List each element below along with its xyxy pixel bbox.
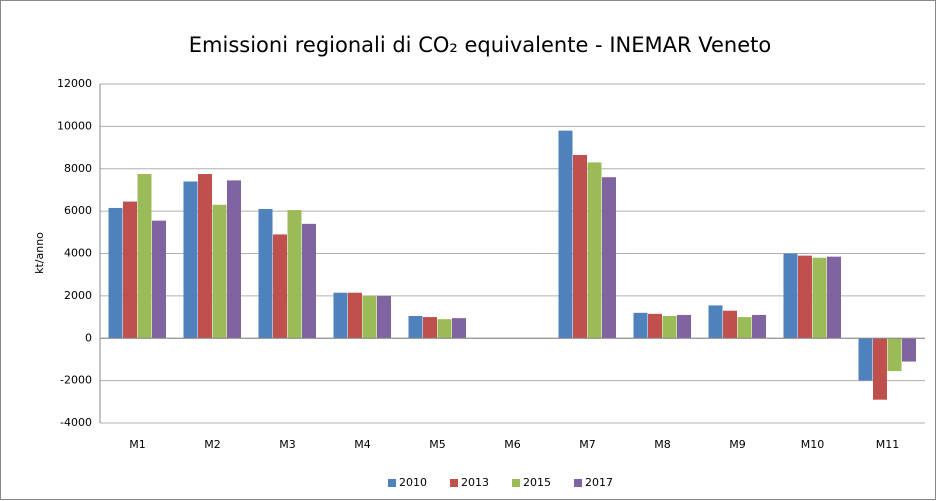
y-axis-label: kt/anno <box>33 232 46 274</box>
bar <box>662 316 677 339</box>
y-tick-label: 8000 <box>64 162 92 175</box>
bar <box>287 210 302 339</box>
bar <box>587 162 602 339</box>
bar <box>408 316 423 339</box>
bar <box>648 313 662 339</box>
y-tick-label: 0 <box>85 331 92 344</box>
legend-swatch <box>574 479 582 487</box>
bar <box>273 234 287 339</box>
bar <box>258 209 273 339</box>
bar <box>302 223 316 339</box>
y-tick-label: 4000 <box>64 247 92 260</box>
bar <box>212 204 227 339</box>
bar <box>437 319 452 339</box>
legend-label: 2017 <box>585 476 613 489</box>
legend-swatch <box>512 479 520 487</box>
y-tick-label: 10000 <box>57 119 92 132</box>
bar <box>902 338 916 362</box>
x-tick-label: M9 <box>729 438 746 451</box>
bar <box>452 318 466 339</box>
bar <box>108 207 123 339</box>
y-tick-label: 2000 <box>64 289 92 302</box>
bar <box>123 201 137 339</box>
x-tick-label: M4 <box>354 438 371 451</box>
bar <box>227 180 241 339</box>
bar <box>333 292 348 339</box>
x-tick-label: M2 <box>204 438 221 451</box>
bar <box>873 338 887 400</box>
bar <box>348 292 362 339</box>
bar <box>602 177 616 339</box>
bar <box>887 338 902 372</box>
y-tick-label: -4000 <box>60 416 92 429</box>
bar <box>573 154 587 339</box>
legend-label: 2015 <box>523 476 551 489</box>
bar <box>362 295 377 339</box>
x-tick-label: M8 <box>654 438 671 451</box>
x-tick-label: M11 <box>876 438 900 451</box>
bar <box>858 338 873 381</box>
bar <box>183 181 198 339</box>
bar <box>377 295 391 339</box>
x-tick-label: M10 <box>801 438 825 451</box>
bar <box>152 220 166 339</box>
x-tick-label: M1 <box>129 438 146 451</box>
bar <box>783 253 798 339</box>
bar <box>137 174 152 339</box>
y-tick-label: 6000 <box>64 204 92 217</box>
bar <box>708 305 723 339</box>
legend-label: 2010 <box>399 476 427 489</box>
chart-title: Emissioni regionali di CO₂ equivalente -… <box>189 33 771 57</box>
y-tick-label: -2000 <box>60 374 92 387</box>
bar <box>633 312 648 339</box>
bar <box>827 256 841 339</box>
legend-swatch <box>388 479 396 487</box>
x-tick-label: M7 <box>579 438 596 451</box>
bar <box>423 317 437 339</box>
x-tick-label: M5 <box>429 438 446 451</box>
x-tick-label: M6 <box>504 438 521 451</box>
x-tick-label: M3 <box>279 438 296 451</box>
bar <box>723 310 737 339</box>
bar <box>812 257 827 339</box>
y-tick-label: 12000 <box>57 77 92 90</box>
bar <box>737 317 752 339</box>
bar <box>677 314 691 339</box>
bar <box>558 130 573 339</box>
bar <box>798 255 812 339</box>
legend-swatch <box>450 479 458 487</box>
bar <box>752 314 766 339</box>
legend-label: 2013 <box>461 476 489 489</box>
bar <box>198 174 212 339</box>
